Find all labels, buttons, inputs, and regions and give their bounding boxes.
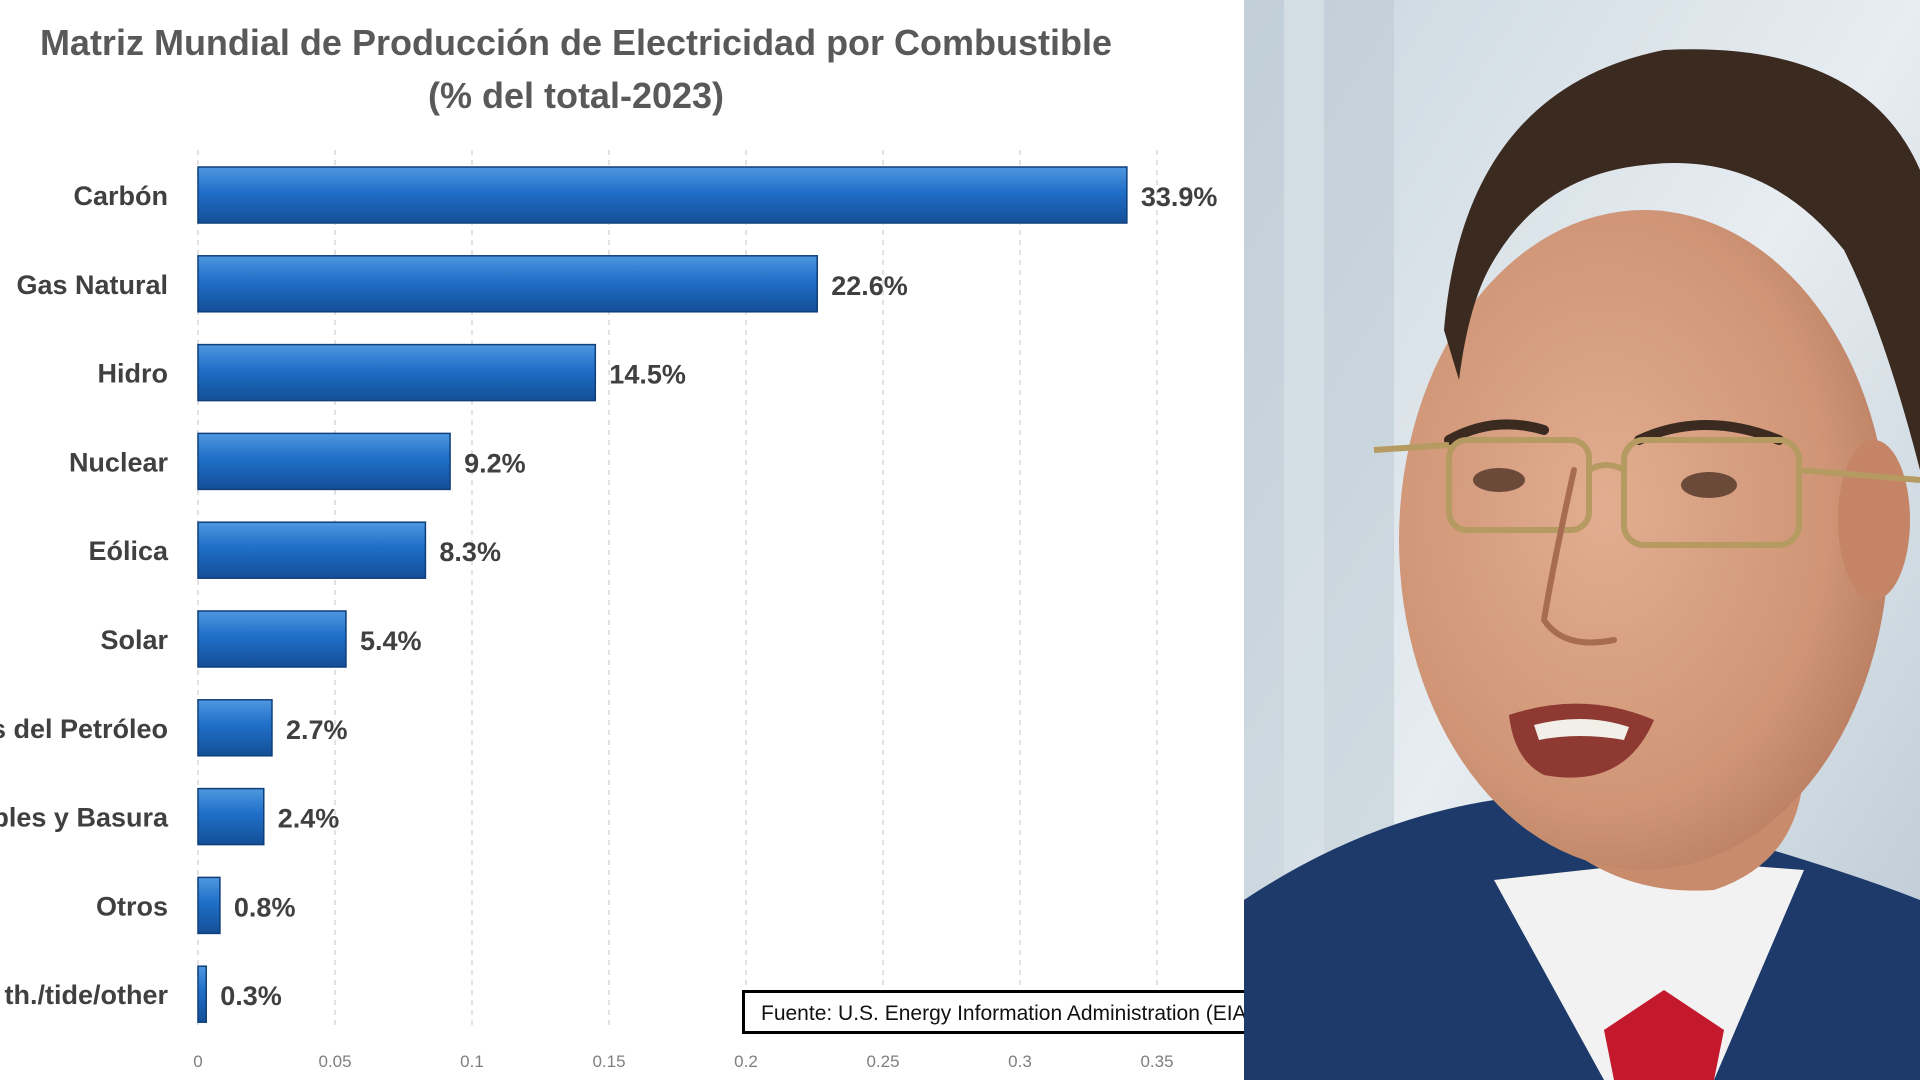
portrait-photo <box>1244 0 1920 1080</box>
data-label: 9.2% <box>464 448 526 478</box>
bar-chart: Matriz Mundial de Producción de Electric… <box>0 22 1217 1071</box>
bar <box>197 699 273 757</box>
data-label: 22.6% <box>831 271 908 301</box>
face <box>1399 210 1889 870</box>
hair <box>1444 49 1920 471</box>
bar <box>197 787 265 846</box>
x-tick-label: 0.3 <box>1008 1052 1032 1071</box>
bar <box>197 610 347 668</box>
data-label: 14.5% <box>609 360 686 390</box>
tie <box>1604 990 1724 1080</box>
x-tick-label: 0.1 <box>460 1052 484 1071</box>
category-label: Gas Natural <box>16 270 168 300</box>
bar <box>197 166 1128 224</box>
data-label: 8.3% <box>439 537 501 567</box>
category-label: s del Petróleo <box>0 714 168 744</box>
bar-layer <box>197 166 1128 1023</box>
x-tick-label: 0.25 <box>866 1052 899 1071</box>
category-label: Nuclear <box>69 447 169 477</box>
chart-title: Matriz Mundial de Producción de Electric… <box>40 22 1112 63</box>
shirt-collar <box>1494 860 1804 1080</box>
category-label: Eólica <box>88 536 169 566</box>
bar <box>197 876 221 935</box>
bar <box>197 521 427 579</box>
category-label: Otros <box>96 891 168 921</box>
category-label: Carbón <box>74 181 169 211</box>
label-layer: Carbón 33.9% Gas Natural 22.6% Hidro 14.5% Nuc… <box>0 181 1217 1011</box>
data-label: 5.4% <box>360 626 422 656</box>
grid-layer <box>197 150 1158 1030</box>
glasses <box>1373 437 1920 548</box>
category-label: th./tide/other <box>5 980 169 1010</box>
chart-panel: Matriz Mundial de Producción de Electric… <box>0 22 1244 1071</box>
category-label: Solar <box>100 625 168 655</box>
data-label: 0.8% <box>234 892 296 922</box>
chart-subtitle: (% del total-2023) <box>428 75 724 116</box>
x-tick-label: 0.35 <box>1140 1052 1173 1071</box>
bar <box>197 432 451 491</box>
data-label: 0.3% <box>220 981 282 1011</box>
data-label: 33.9% <box>1141 182 1218 212</box>
x-tick-label: 0 <box>193 1052 202 1071</box>
category-label: bles y Basura <box>0 803 169 833</box>
bar <box>197 343 597 402</box>
bar <box>197 965 207 1023</box>
category-label: Hidro <box>98 359 169 389</box>
source-note: Fuente: U.S. Energy Information Administ… <box>742 990 1244 1034</box>
x-tick-label: 0.2 <box>734 1052 758 1071</box>
x-tick-label: 0.15 <box>592 1052 625 1071</box>
bar <box>197 255 818 313</box>
x-axis-ticks: 0 0.05 0.1 0.15 0.2 0.25 0.3 0.35 <box>193 1052 1173 1071</box>
x-tick-label: 0.05 <box>318 1052 351 1071</box>
data-label: 2.4% <box>278 804 340 834</box>
data-label: 2.7% <box>286 715 348 745</box>
mouth <box>1509 703 1654 778</box>
portrait-illustration <box>1244 0 1920 1080</box>
